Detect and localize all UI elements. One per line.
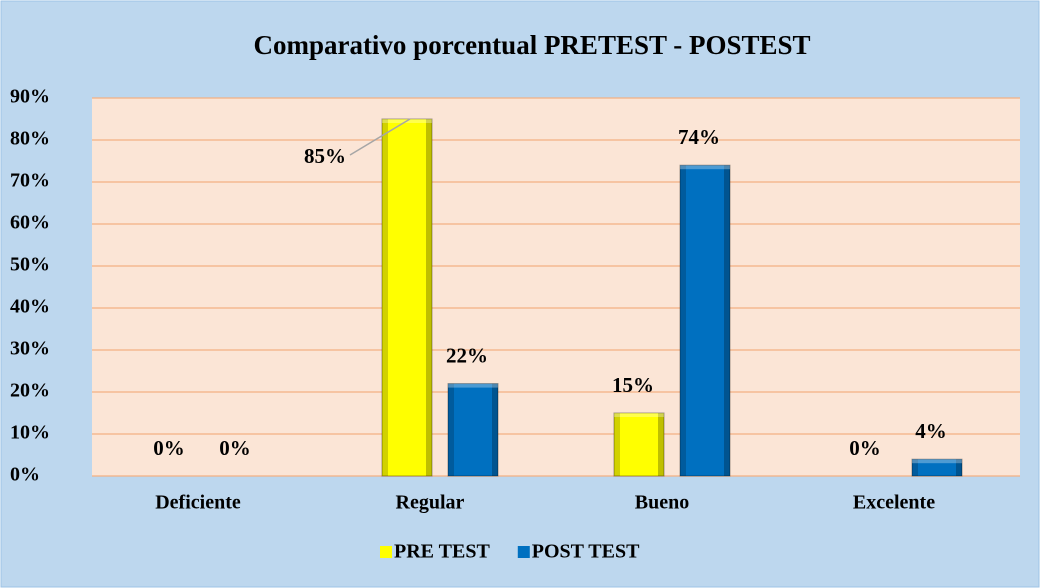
y-tick-label: 90%	[10, 86, 50, 108]
bar-shade	[912, 459, 918, 476]
y-tick-label: 0%	[10, 464, 40, 486]
bar-shade	[724, 165, 730, 476]
legend-marker	[517, 546, 530, 558]
value-label: 0%	[153, 436, 185, 460]
value-label: 85%	[304, 144, 346, 168]
bar-shade	[382, 119, 388, 476]
x-tick-label: Deficiente	[155, 492, 241, 514]
value-label: 4%	[915, 419, 947, 443]
x-tick-label: Excelente	[853, 492, 935, 514]
bar-shade	[680, 165, 730, 170]
value-label: 0%	[219, 436, 251, 460]
bar-shade	[658, 413, 664, 476]
y-tick-label: 40%	[10, 296, 50, 318]
x-tick-label: Regular	[396, 492, 465, 514]
bar-shade	[426, 119, 432, 476]
y-tick-label: 20%	[10, 380, 50, 402]
legend-label: POST TEST	[532, 541, 640, 563]
y-tick-label: 60%	[10, 212, 50, 234]
legend-label: PRE TEST	[394, 541, 490, 563]
bar-shade	[912, 459, 962, 464]
leader-line	[349, 118, 411, 156]
bar-shade	[956, 459, 962, 476]
value-label: 15%	[612, 373, 654, 397]
value-label: 74%	[678, 125, 720, 149]
bar	[447, 383, 499, 477]
bar	[679, 164, 731, 477]
x-tick-label: Bueno	[635, 492, 689, 514]
bar-shade	[614, 413, 664, 417]
y-tick-label: 80%	[10, 128, 50, 150]
bar-shade	[448, 383, 498, 388]
bar	[911, 458, 963, 477]
bar	[381, 118, 433, 477]
bar-shade	[492, 383, 498, 476]
legend-marker	[380, 546, 392, 558]
bar-shade	[448, 383, 454, 476]
y-tick-label: 70%	[10, 170, 50, 192]
y-tick-label: 10%	[10, 422, 50, 444]
bar-shade	[614, 413, 620, 476]
bar	[613, 412, 665, 477]
value-label: 22%	[446, 343, 488, 367]
value-label: 0%	[849, 436, 881, 460]
bar-shade	[680, 165, 686, 476]
chart-title: Comparativo porcentual PRETEST - POSTEST	[253, 30, 810, 60]
plot-area	[92, 98, 1020, 476]
y-tick-label: 50%	[10, 254, 50, 276]
y-tick-label: 30%	[10, 338, 50, 360]
